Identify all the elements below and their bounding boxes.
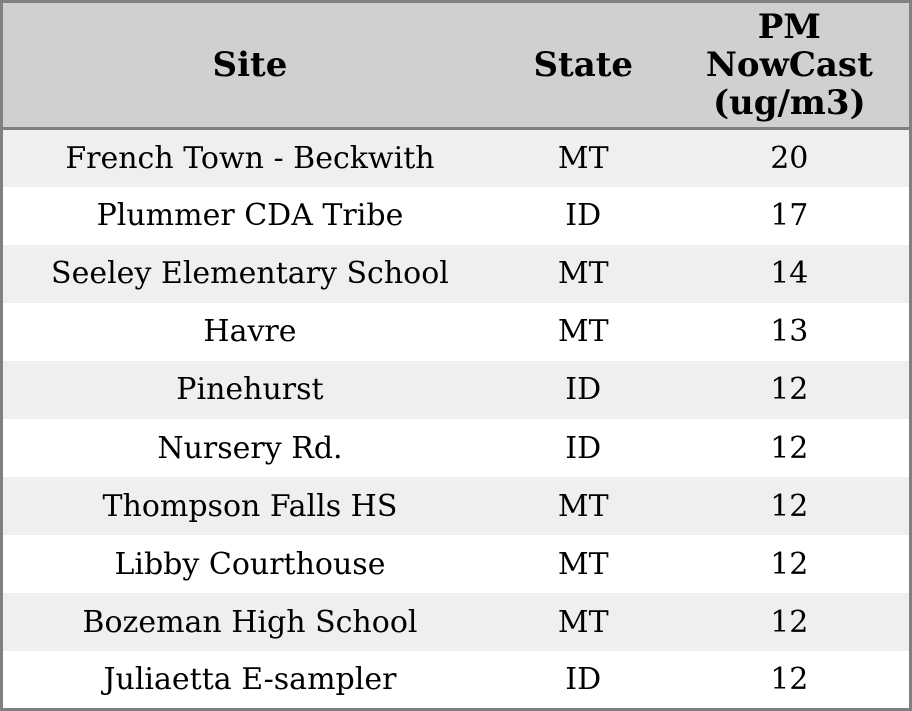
pm-nowcast-cell: 12 [770,488,809,524]
table-row: Pinehurst ID 12 [1,360,911,419]
table-body: French Town - Beckwith MT 20 Plummer CDA… [1,128,911,710]
pm-nowcast-cell: 17 [770,198,809,234]
table-row: Bozeman High School MT 12 [1,593,911,652]
table-row: Juliaetta E-sampler ID 12 [1,651,911,710]
pm-header-line-3: (ug/m3) [712,83,866,124]
state-cell: MT [557,546,609,582]
state-cell: MT [557,314,609,350]
pm-nowcast-cell: 12 [770,430,809,466]
table-row: Thompson Falls HS MT 12 [1,477,911,536]
state-cell: MT [557,488,609,524]
table-row: Libby Courthouse MT 12 [1,535,911,594]
site-cell: Thompson Falls HS [102,488,398,524]
pm-nowcast-cell: 20 [770,140,809,176]
table-row: Havre MT 13 [1,302,911,361]
pm-nowcast-cell: 13 [770,314,809,350]
header-row: Site State PM NowCast (ug/m3) [1,1,911,130]
table-row: Seeley Elementary School MT 14 [1,244,911,303]
column-header-site: Site [1,1,497,130]
state-cell: ID [565,198,602,234]
state-cell: MT [557,140,609,176]
pm-nowcast-cell: 12 [770,662,809,698]
pm-nowcast-cell: 12 [770,604,809,640]
pm-nowcast-cell: 14 [770,256,809,292]
table-row: French Town - Beckwith MT 20 [1,128,911,187]
site-cell: Pinehurst [176,372,324,408]
state-cell: ID [565,662,602,698]
pm-header-line-1: PM [757,6,821,47]
site-cell: Seeley Elementary School [51,256,449,292]
table-header: Site State PM NowCast (ug/m3) [1,1,911,130]
site-cell: Bozeman High School [82,604,418,640]
site-cell: Nursery Rd. [157,430,343,466]
state-cell: ID [565,430,602,466]
state-cell: MT [557,604,609,640]
site-cell: Havre [203,314,297,350]
site-cell: Libby Courthouse [114,546,386,582]
column-header-pm-nowcast: PM NowCast (ug/m3) [669,1,911,130]
site-cell: French Town - Beckwith [65,140,435,176]
pm-header-line-2: NowCast [705,44,873,85]
table-row: Nursery Rd. ID 12 [1,418,911,478]
pm-nowcast-cell: 12 [770,546,809,582]
site-cell: Juliaetta E-sampler [103,662,397,698]
column-header-state: State [496,1,670,130]
state-cell: ID [565,372,602,408]
pm-nowcast-cell: 12 [770,372,809,408]
state-cell: MT [557,256,609,292]
site-cell: Plummer CDA Tribe [96,198,404,234]
table-row: Plummer CDA Tribe ID 17 [1,186,911,245]
